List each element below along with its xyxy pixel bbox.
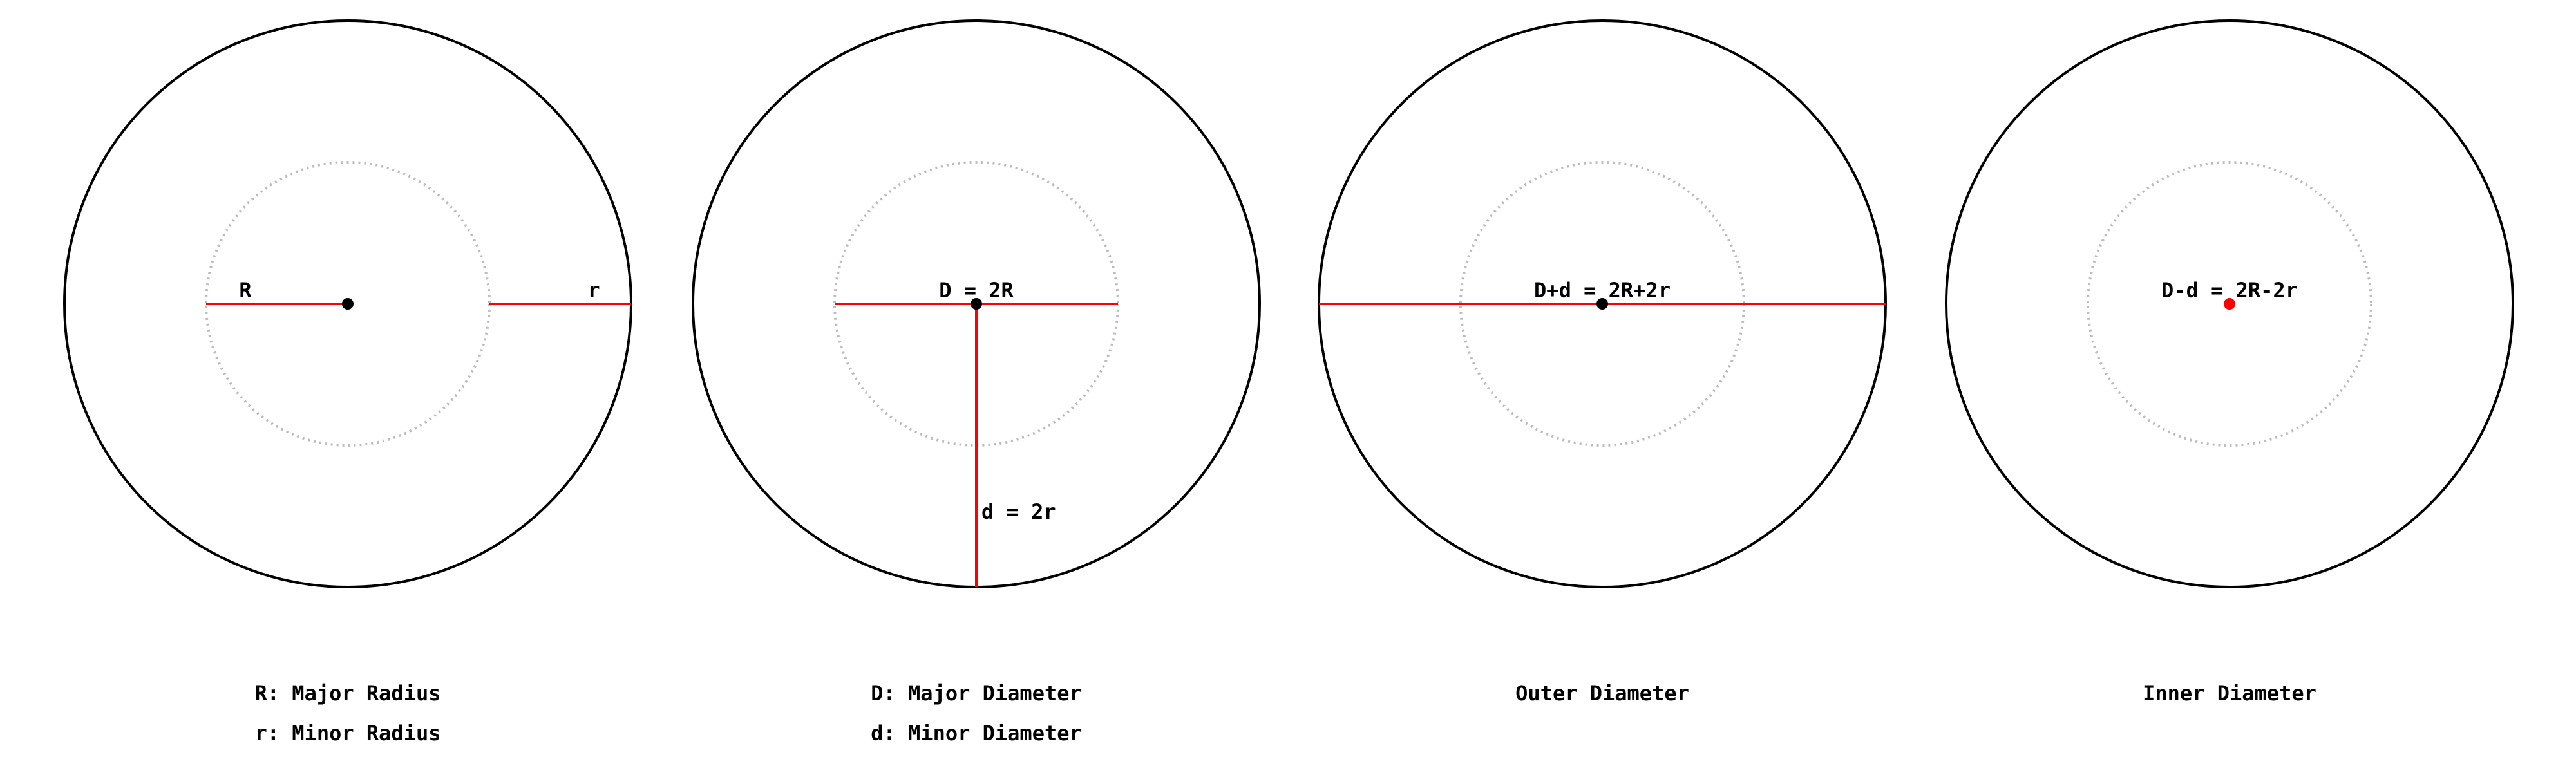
center-point bbox=[971, 298, 982, 310]
outer-diameter-label: D+d = 2R+2r bbox=[1534, 278, 1671, 303]
minor-diameter-label: d = 2r bbox=[981, 500, 1056, 524]
caption-major-radius: R: Major Radius bbox=[255, 681, 441, 706]
caption-minor-diameter: d: Minor Diameter bbox=[871, 721, 1082, 745]
caption-outer-diameter: Outer Diameter bbox=[1515, 681, 1689, 706]
caption-minor-radius: r: Minor Radius bbox=[255, 721, 441, 745]
panel-diameter: D = 2R d = 2r D: Major Diameter d: Minor… bbox=[692, 19, 1261, 745]
caption-inner-diameter: Inner Diameter bbox=[2143, 681, 2316, 706]
minor-radius-label: r bbox=[587, 278, 600, 303]
major-diameter-label: D = 2R bbox=[939, 278, 1014, 303]
inner-diameter-label: D-d = 2R-2r bbox=[2161, 278, 2298, 303]
panel-radius: R r R: Major Radius r: Minor Radius bbox=[63, 19, 632, 745]
panel-inner-diameter: D-d = 2R-2r Inner Diameter bbox=[1945, 19, 2514, 706]
major-radius-label: R bbox=[239, 278, 252, 303]
panel-outer-diameter: D+d = 2R+2r Outer Diameter bbox=[1318, 19, 1887, 706]
caption-major-diameter: D: Major Diameter bbox=[871, 681, 1082, 706]
center-point bbox=[2224, 298, 2235, 310]
outer-circle bbox=[1945, 19, 2514, 588]
center-point bbox=[342, 298, 354, 310]
center-point bbox=[1596, 298, 1608, 310]
centerline-circle bbox=[2087, 161, 2372, 447]
